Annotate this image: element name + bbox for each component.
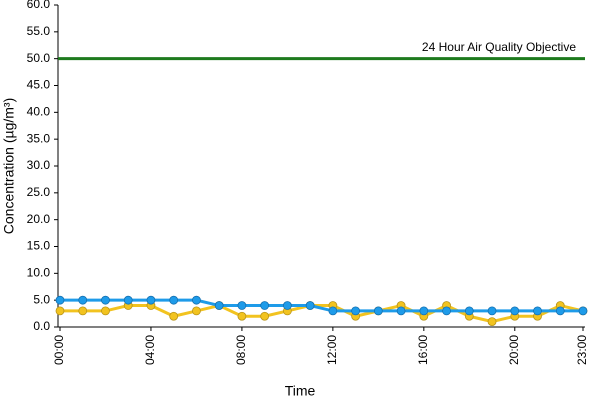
objective-label: 24 Hour Air Quality Objective (422, 40, 576, 54)
x-tick-label: 00:00 (52, 335, 66, 365)
x-tick-label: 08:00 (234, 335, 248, 365)
x-tick-label: 20:00 (507, 335, 521, 365)
data-point (487, 317, 497, 327)
data-point (351, 306, 361, 316)
data-point (555, 306, 565, 316)
data-point (169, 295, 179, 305)
data-point (192, 295, 201, 305)
data-point (214, 301, 224, 310)
y-tick-label: 30.0 (27, 158, 51, 172)
y-tick-label: 55.0 (27, 24, 51, 38)
data-point (305, 301, 315, 310)
data-point (101, 295, 110, 305)
y-axis-label: Concentration (µg/m³) (1, 98, 17, 234)
data-point (237, 301, 247, 310)
x-axis-label: Time (285, 383, 316, 399)
data-point (260, 311, 270, 321)
data-point (510, 306, 520, 316)
x-tick-label: 16:00 (416, 335, 430, 365)
x-tick-label: 23:00 (575, 335, 589, 365)
data-point (373, 306, 383, 316)
data-point (123, 295, 133, 305)
data-point (260, 301, 270, 310)
y-tick-label: 0.0 (33, 319, 50, 333)
data-point (192, 306, 201, 316)
y-tick-label: 40.0 (27, 105, 51, 119)
data-point (464, 306, 474, 316)
data-point (578, 306, 588, 316)
x-tick-label: 12:00 (325, 335, 339, 365)
y-tick-label: 45.0 (27, 78, 51, 92)
data-point (419, 306, 429, 316)
y-tick-label: 5.0 (33, 292, 50, 306)
y-tick-label: 60.0 (27, 0, 51, 11)
data-point (101, 306, 110, 316)
data-point (533, 306, 542, 316)
y-tick-label: 25.0 (27, 185, 51, 199)
data-point (442, 306, 451, 316)
y-tick-label: 10.0 (27, 266, 51, 280)
y-tick-label: 35.0 (27, 131, 51, 145)
data-point (146, 295, 156, 305)
data-point (396, 306, 406, 316)
data-point (78, 306, 88, 316)
y-tick-label: 20.0 (27, 212, 51, 226)
data-point (282, 301, 292, 310)
data-point (55, 295, 65, 305)
x-tick-label: 04:00 (143, 335, 157, 365)
data-point (55, 306, 65, 316)
data-point (169, 311, 179, 321)
y-tick-label: 15.0 (27, 239, 51, 253)
y-tick-label: 50.0 (27, 51, 51, 65)
data-point (78, 295, 88, 305)
data-point (328, 306, 338, 316)
data-point (487, 306, 497, 316)
data-point (237, 311, 247, 321)
